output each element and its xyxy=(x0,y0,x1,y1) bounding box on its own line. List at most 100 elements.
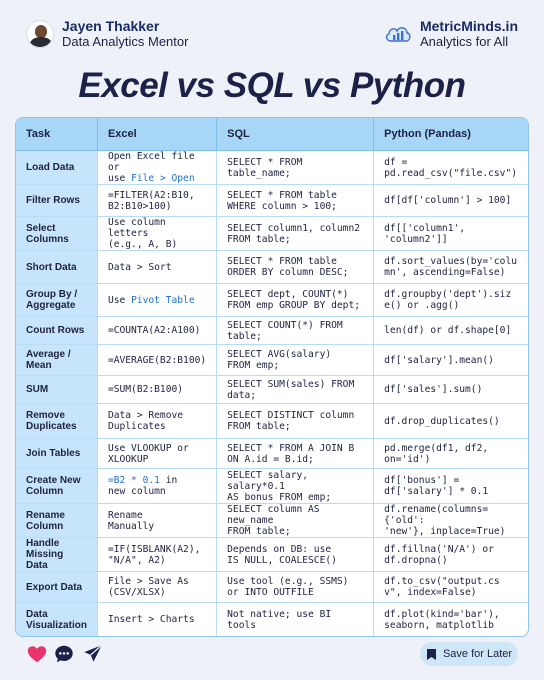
task-cell: Load Data xyxy=(16,151,98,185)
task-cell: Export Data xyxy=(16,572,98,603)
table-row: Export Data File > Save As (CSV/XLSX) Use … xyxy=(16,572,528,603)
header-sql: SQL xyxy=(217,118,375,151)
excel-text: File > Save As (CSV/XLSX) xyxy=(107,576,189,598)
task-cell: Select Columns xyxy=(16,217,98,251)
sql-cell: SELECT salary, salary*0.1 AS bonus FROM … xyxy=(217,469,375,504)
sql-cell: Use tool (e.g., SSMS) or INTO OUTFILE xyxy=(217,572,375,603)
table-row: Group By / Aggregate Use Pivot Table SELEC… xyxy=(16,284,528,317)
author-name: Jayen Thakker xyxy=(62,18,160,34)
python-cell: df.groupby('dept').siz e() or .agg() xyxy=(374,284,528,317)
excel-cell: =IF(ISBLANK(A2), "N/A", A2) xyxy=(97,538,218,572)
sql-cell: SELECT dept, COUNT(*) FROM emp GROUP BY … xyxy=(217,284,375,317)
python-cell: df.to_csv("output.cs v", index=False) xyxy=(374,572,528,603)
excel-text: =IF(ISBLANK(A2), "N/A", A2) xyxy=(107,543,201,566)
excel-cell: =COUNTA(A2:A100) xyxy=(97,317,218,345)
table-row: Handle Missing Data =IF(ISBLANK(A2), "N/A… xyxy=(16,538,528,572)
heart-icon[interactable] xyxy=(26,643,48,665)
table-row: Create New Column =B2 * 0.1 in new column… xyxy=(16,469,528,504)
python-cell: df.drop_duplicates() xyxy=(374,404,528,439)
sql-cell: SELECT SUM(sales) FROM data; xyxy=(217,376,375,404)
excel-text: Data > Sort xyxy=(107,261,172,273)
task-cell: Short Data xyxy=(16,251,98,284)
author-block: Jayen Thakker Data Analytics Mentor xyxy=(26,18,188,50)
send-icon[interactable] xyxy=(82,643,104,665)
highlighted-text: Pivot Table xyxy=(131,294,195,306)
task-cell: Handle Missing Data xyxy=(16,538,98,572)
brand-block: MetricMinds.in Analytics for All xyxy=(384,18,518,50)
excel-text: Insert > Charts xyxy=(107,614,195,625)
python-cell: df.fillna('N/A') or df.dropna() xyxy=(374,538,528,572)
comment-icon[interactable] xyxy=(53,643,75,665)
brand-tagline: Analytics for All xyxy=(419,34,509,49)
page-title: Excel vs SQL vs Python xyxy=(78,66,466,105)
sql-cell: SELECT * FROM table_name; xyxy=(217,151,375,185)
table-header-row: Task Excel SQL Python (Pandas) xyxy=(16,118,528,151)
excel-text: Use column letters (e.g., A, B) xyxy=(107,217,178,250)
excel-cell: Data > Sort xyxy=(97,251,218,284)
sql-cell: SELECT * FROM A JOIN B ON A.id = B.id; xyxy=(217,439,375,469)
excel-text: =COUNTA(A2:A100) xyxy=(107,325,201,336)
python-cell: df['bonus'] = df['salary'] * 0.1 xyxy=(374,469,528,504)
sql-cell: SELECT column1, column2 FROM table; xyxy=(217,217,375,251)
excel-cell: =SUM(B2:B100) xyxy=(97,376,218,404)
save-for-later-label: Save for Later xyxy=(442,648,513,660)
python-cell: df[['column1', 'column2']] xyxy=(374,217,528,251)
excel-text: Rename Manually xyxy=(107,509,155,532)
excel-cell: Open Excel file or use File > Open xyxy=(97,151,218,185)
python-cell: df['sales'].sum() xyxy=(374,376,528,404)
table-row: Load Data Open Excel file or use File > O… xyxy=(16,151,528,185)
table-row: Join Tables Use VLOOKUP or XLOOKUP SELECT … xyxy=(16,439,528,469)
python-cell: len(df) or df.shape[0] xyxy=(374,317,528,345)
excel-text: Open Excel file or use xyxy=(107,151,195,184)
python-cell: df[df['column'] > 100] xyxy=(374,185,528,217)
python-cell: pd.merge(df1, df2, on='id') xyxy=(374,439,528,469)
task-cell: SUM xyxy=(16,376,98,404)
sql-cell: SELECT DISTINCT column FROM table; xyxy=(217,404,375,439)
excel-text: Use VLOOKUP or XLOOKUP xyxy=(107,442,189,465)
excel-text: Data > Remove Duplicates xyxy=(107,410,184,432)
task-cell: Join Tables xyxy=(16,439,98,469)
sql-cell: SELECT column AS new_name FROM table; xyxy=(217,504,375,538)
excel-text: =SUM(B2:B100) xyxy=(107,384,184,395)
task-cell: Remove Duplicates xyxy=(16,404,98,439)
author-role: Data Analytics Mentor xyxy=(62,34,189,49)
cloud-chart-logo-icon xyxy=(385,27,411,42)
task-cell: Average / Mean xyxy=(16,345,98,376)
table-row: Average / Mean =AVERAGE(B2:B100) SELECT AV… xyxy=(16,345,528,376)
excel-cell: =AVERAGE(B2:B100) xyxy=(97,345,218,376)
excel-cell: Use VLOOKUP or XLOOKUP xyxy=(97,439,218,469)
sql-cell: SELECT * FROM table WHERE column > 100; xyxy=(217,185,375,217)
sql-cell: SELECT * FROM table ORDER BY column DESC… xyxy=(217,251,375,284)
excel-cell: Rename Manually xyxy=(97,504,218,538)
table-row: Count Rows =COUNTA(A2:A100) SELECT COUNT(*… xyxy=(16,317,528,345)
sql-cell: SELECT AVG(salary) FROM emp; xyxy=(217,345,375,376)
bookmark-icon xyxy=(426,648,436,660)
task-cell: Count Rows xyxy=(16,317,98,345)
highlighted-text: =B2 * 0.1 xyxy=(107,475,160,486)
table-row: Remove Duplicates Data > Remove Duplicate… xyxy=(16,404,528,439)
excel-cell: File > Save As (CSV/XLSX) xyxy=(97,572,218,603)
excel-cell: Data > Remove Duplicates xyxy=(97,404,218,439)
python-cell: df.plot(kind='bar'), seaborn, matplotlib xyxy=(384,608,500,631)
sql-cell: Depends on DB: use IS NULL, COALESCE() xyxy=(217,538,375,572)
python-cell: df.sort_values(by='colu mn', ascending=F… xyxy=(374,251,528,284)
task-cell: Data Visualization xyxy=(16,603,98,636)
excel-text: =FILTER(A2:B10, B2:B10>100) xyxy=(107,189,195,212)
table-row: Data Visualization Insert > Charts Not nat… xyxy=(16,603,528,636)
table-row: Select Columns Use column letters (e.g., … xyxy=(16,217,528,251)
task-cell: Filter Rows xyxy=(16,185,98,217)
task-cell: Rename Column xyxy=(16,504,98,538)
excel-cell: =B2 * 0.1 in new column xyxy=(97,469,218,504)
sql-cell: SELECT COUNT(*) FROM table; xyxy=(217,317,375,345)
sql-cell: Not native; use BI tools xyxy=(217,603,375,636)
header: Jayen Thakker Data Analytics Mentor Metr… xyxy=(26,18,518,58)
excel-cell: Use column letters (e.g., A, B) xyxy=(97,217,218,251)
python-cell: df.rename(columns={'old': 'new'}, inplac… xyxy=(374,504,528,538)
excel-cell: =FILTER(A2:B10, B2:B10>100) xyxy=(97,185,218,217)
header-task: Task xyxy=(16,118,98,151)
table-row: SUM =SUM(B2:B100) SELECT SUM(sales) FROM d… xyxy=(16,376,528,404)
python-cell: df = pd.read_csv("file.csv") xyxy=(374,151,528,185)
save-for-later-button[interactable]: Save for Later xyxy=(420,642,518,666)
table-row: Filter Rows =FILTER(A2:B10, B2:B10>100) SE… xyxy=(16,185,528,217)
table-row: Rename Column Rename Manually SELECT colum… xyxy=(16,504,528,538)
